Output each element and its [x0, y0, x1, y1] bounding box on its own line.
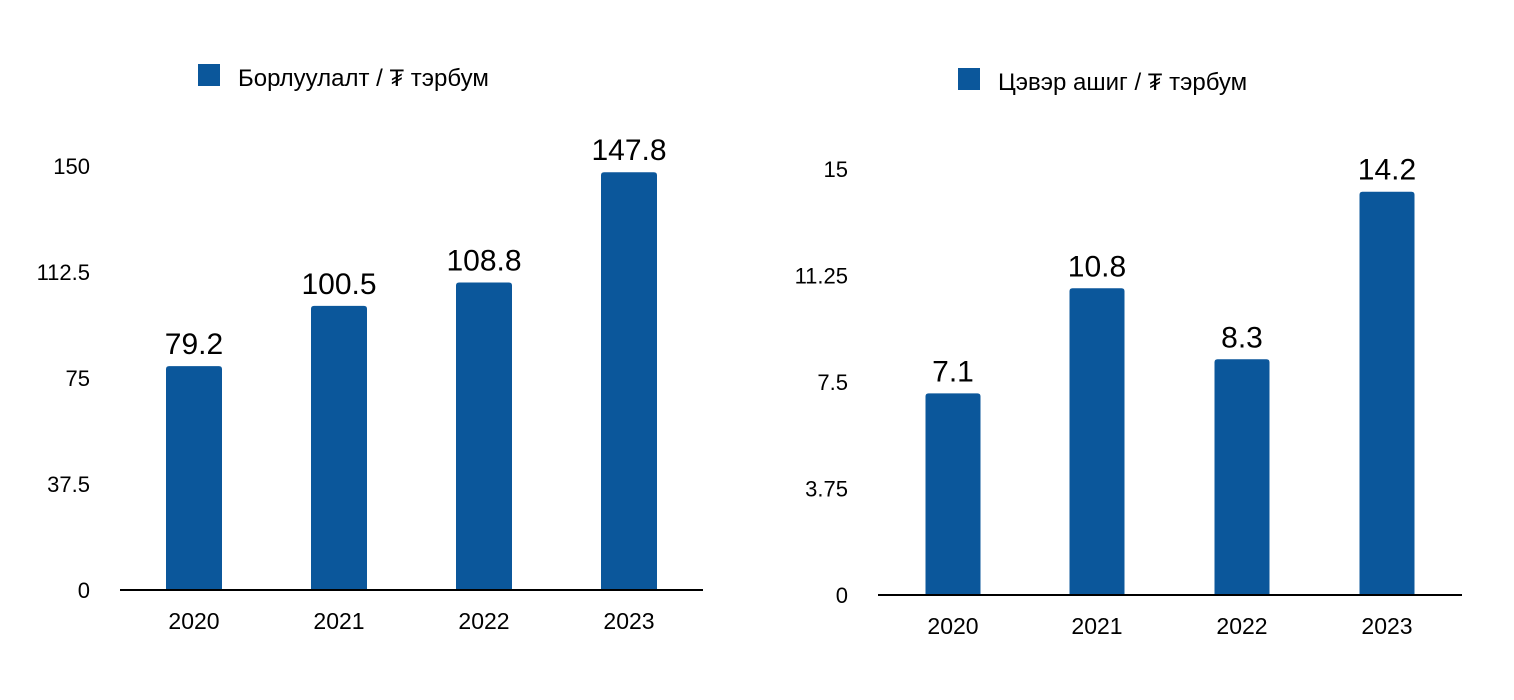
chart1-legend-label: Борлуулалт / ₮ тэрбум: [238, 65, 489, 92]
chart2-bar: [1069, 288, 1125, 595]
chart2-bar: [1214, 359, 1270, 595]
chart1-data-label: 100.5: [301, 268, 376, 301]
chart2-data-label: 7.1: [932, 355, 974, 388]
chart2-bar: [1359, 191, 1415, 595]
chart2-ytick-label: 3.75: [805, 477, 848, 502]
chart2-ytick-label: 15: [824, 157, 848, 182]
chart2-category-label: 2022: [1216, 613, 1267, 639]
chart1-legend-swatch: [198, 64, 220, 86]
chart2-bar: [925, 393, 981, 595]
chart2-category-label: 2020: [927, 613, 978, 639]
chart1-ytick-label: 0: [78, 578, 90, 603]
chart1-category-label: 2023: [603, 608, 654, 634]
chart1-ytick-label: 112.5: [37, 260, 90, 285]
chart1-ytick-label: 150: [53, 154, 90, 179]
chart1-data-label: 108.8: [446, 244, 521, 277]
chart2-ytick-label: 7.5: [817, 370, 848, 395]
chart2-legend-swatch: [958, 68, 980, 90]
chart1-ytick-label: 75: [66, 366, 90, 391]
chart1-category-label: 2021: [313, 608, 364, 634]
chart1-data-label: 79.2: [165, 328, 223, 361]
chart2-legend-label: Цэвэр ашиг / ₮ тэрбум: [998, 69, 1247, 96]
chart1-category-label: 2022: [458, 608, 509, 634]
chart1-bar: [456, 282, 512, 590]
chart1-category-label: 2020: [168, 608, 219, 634]
chart1-data-label: 147.8: [591, 134, 666, 167]
chart2-ytick-label: 0: [836, 583, 848, 608]
chart2-data-label: 8.3: [1221, 321, 1263, 354]
chart2-data-label: 10.8: [1068, 250, 1126, 283]
chart2-data-label: 14.2: [1358, 154, 1416, 187]
chart1-bar: [601, 172, 657, 590]
chart2-category-label: 2023: [1361, 613, 1412, 639]
chart1-ytick-label: 37.5: [47, 472, 90, 497]
chart2-ytick-label: 11.25: [795, 264, 848, 289]
chart1-bar: [311, 305, 367, 590]
chart1-bar: [166, 366, 222, 590]
chart2-category-label: 2021: [1071, 613, 1122, 639]
